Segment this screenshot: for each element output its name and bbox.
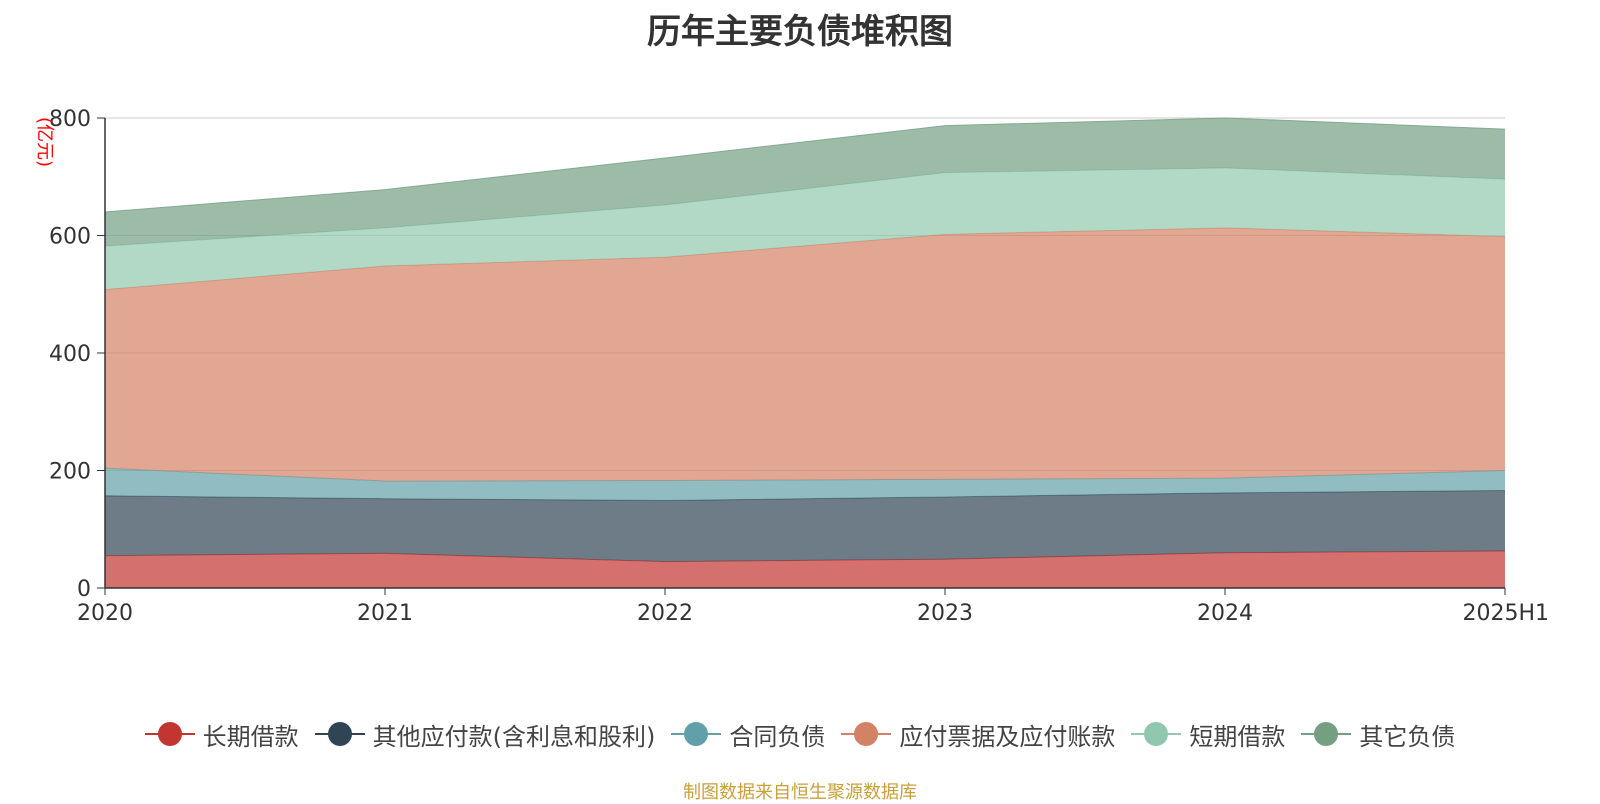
area-series-5[interactable] — [105, 118, 1505, 247]
y-tick-label: 200 — [49, 460, 91, 485]
legend-item-0[interactable]: 长期借款 — [144, 717, 299, 752]
legend-label: 其他应付款(含利息和股利) — [372, 722, 656, 751]
axes: 0 200 400 600 800 2020 2021 2022 2023 2024 2025H1 — [49, 107, 1549, 626]
legend: 长期借款 其他应付款(含利息和股利) 合同负债 应付票据及应付账款 短期借款 其它负债 — [0, 717, 1600, 752]
x-tick-label: 2021 — [357, 601, 413, 626]
legend-item-5[interactable]: 其它负债 — [1301, 717, 1455, 752]
legend-item-3[interactable]: 应付票据及应付账款 — [841, 717, 1115, 752]
legend-marker-icon — [144, 722, 195, 746]
x-tick-label: 2023 — [917, 601, 973, 626]
area-series-0[interactable] — [105, 550, 1505, 588]
legend-marker-icon — [671, 722, 722, 746]
y-tick-label: 800 — [49, 107, 91, 132]
legend-dot-icon — [327, 722, 352, 746]
x-tick-label: 2022 — [637, 601, 693, 626]
x-tick-label: 2025H1 — [1462, 601, 1549, 626]
legend-dot-icon — [684, 722, 709, 746]
legend-label: 长期借款 — [202, 722, 299, 751]
legend-marker-icon — [1131, 722, 1182, 746]
series-line-5 — [104, 117, 1506, 213]
y-tick-label: 400 — [49, 342, 91, 367]
x-tick-label: 2024 — [1197, 601, 1253, 626]
legend-dot-icon — [1314, 722, 1339, 746]
legend-dot-icon — [157, 722, 182, 746]
legend-item-4[interactable]: 短期借款 — [1131, 717, 1285, 752]
legend-label: 其它负债 — [1359, 722, 1456, 751]
y-tick-label: 0 — [77, 577, 91, 602]
area-series — [104, 117, 1506, 588]
legend-marker-icon — [841, 722, 892, 746]
legend-item-1[interactable]: 其他应付款(含利息和股利) — [314, 717, 656, 752]
area-series-4[interactable] — [105, 167, 1505, 290]
y-tick-label: 600 — [49, 225, 91, 250]
legend-label: 合同负债 — [729, 722, 826, 751]
legend-label: 短期借款 — [1189, 722, 1286, 751]
x-tick-label: 2020 — [77, 601, 133, 626]
legend-item-2[interactable]: 合同负债 — [671, 717, 825, 752]
legend-dot-icon — [1144, 722, 1169, 746]
area-series-2[interactable] — [105, 468, 1505, 501]
legend-label: 应付票据及应付账款 — [899, 722, 1116, 751]
y-axis-unit-label: (亿元) — [34, 117, 55, 167]
legend-dot-icon — [854, 722, 879, 746]
source-note: 制图数据来自恒生聚源数据库 — [683, 782, 917, 803]
legend-marker-icon — [1301, 722, 1352, 746]
legend-marker-icon — [314, 722, 365, 746]
chart-title: 历年主要负债堆积图 — [647, 12, 953, 52]
area-series-1[interactable] — [105, 490, 1505, 562]
area-series-3[interactable] — [105, 227, 1505, 482]
